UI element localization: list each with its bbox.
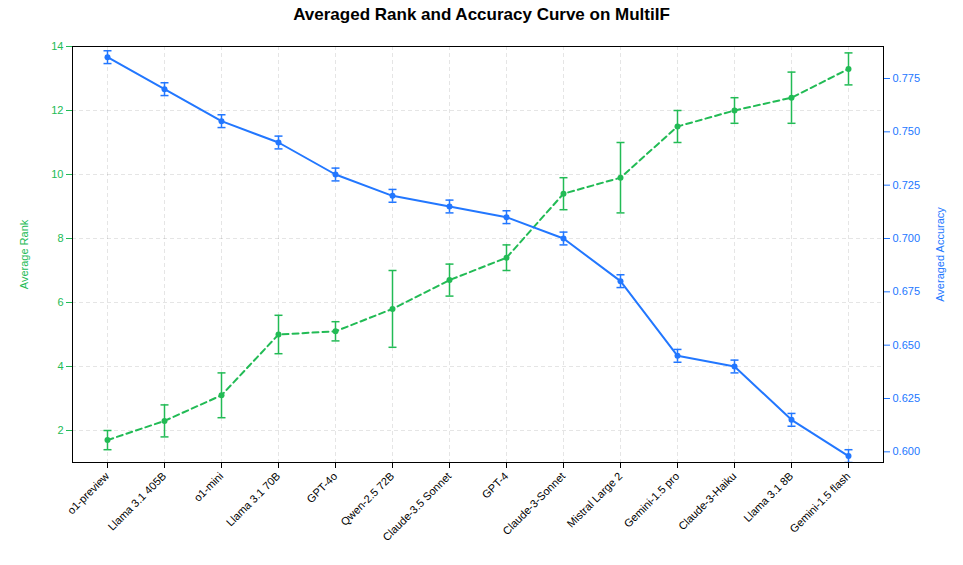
svg-text:Llama 3.1 8B: Llama 3.1 8B xyxy=(741,470,795,524)
svg-text:0.700: 0.700 xyxy=(893,232,921,244)
svg-text:0.600: 0.600 xyxy=(893,445,921,457)
svg-text:o1-preview: o1-preview xyxy=(65,470,112,517)
svg-text:Claude-3-Sonnet: Claude-3-Sonnet xyxy=(500,470,567,537)
svg-text:8: 8 xyxy=(57,232,63,244)
svg-text:6: 6 xyxy=(57,296,63,308)
svg-text:Claude-3.5 Sonnet: Claude-3.5 Sonnet xyxy=(380,470,453,543)
svg-text:Average Rank: Average Rank xyxy=(18,219,30,289)
svg-text:0.625: 0.625 xyxy=(893,392,921,404)
svg-text:0.750: 0.750 xyxy=(893,125,921,137)
svg-text:0.775: 0.775 xyxy=(893,72,921,84)
svg-text:Gemini-1.5 pro: Gemini-1.5 pro xyxy=(621,470,681,530)
html-text:Averaged Rank and Accuracy Cur: Averaged Rank and Accuracy Curve on Mult… xyxy=(293,5,670,24)
svg-text:Qwen-2.5 72B: Qwen-2.5 72B xyxy=(338,470,396,528)
svg-text:GPT-4: GPT-4 xyxy=(479,470,510,501)
svg-text:Llama 3.1 70B: Llama 3.1 70B xyxy=(224,470,283,529)
svg-text:0.675: 0.675 xyxy=(893,285,921,297)
svg-text:GPT-4o: GPT-4o xyxy=(304,470,339,505)
svg-text:12: 12 xyxy=(51,104,63,116)
svg-text:10: 10 xyxy=(51,168,63,180)
svg-text:Llama 3.1 405B: Llama 3.1 405B xyxy=(105,470,168,533)
svg-text:o1-mini: o1-mini xyxy=(191,470,225,504)
svg-text:Gemini-1.5 flash: Gemini-1.5 flash xyxy=(787,470,852,535)
svg-text:Averaged Accuracy: Averaged Accuracy xyxy=(934,207,946,302)
svg-text:4: 4 xyxy=(57,360,63,372)
svg-text:0.725: 0.725 xyxy=(893,179,921,191)
svg-text:14: 14 xyxy=(51,40,63,52)
svg-text:Claude-3-Haiku: Claude-3-Haiku xyxy=(676,470,739,533)
svg-text:Mistral Large 2: Mistral Large 2 xyxy=(564,470,624,530)
svg-text:0.650: 0.650 xyxy=(893,339,921,351)
svg-text:2: 2 xyxy=(57,424,63,436)
